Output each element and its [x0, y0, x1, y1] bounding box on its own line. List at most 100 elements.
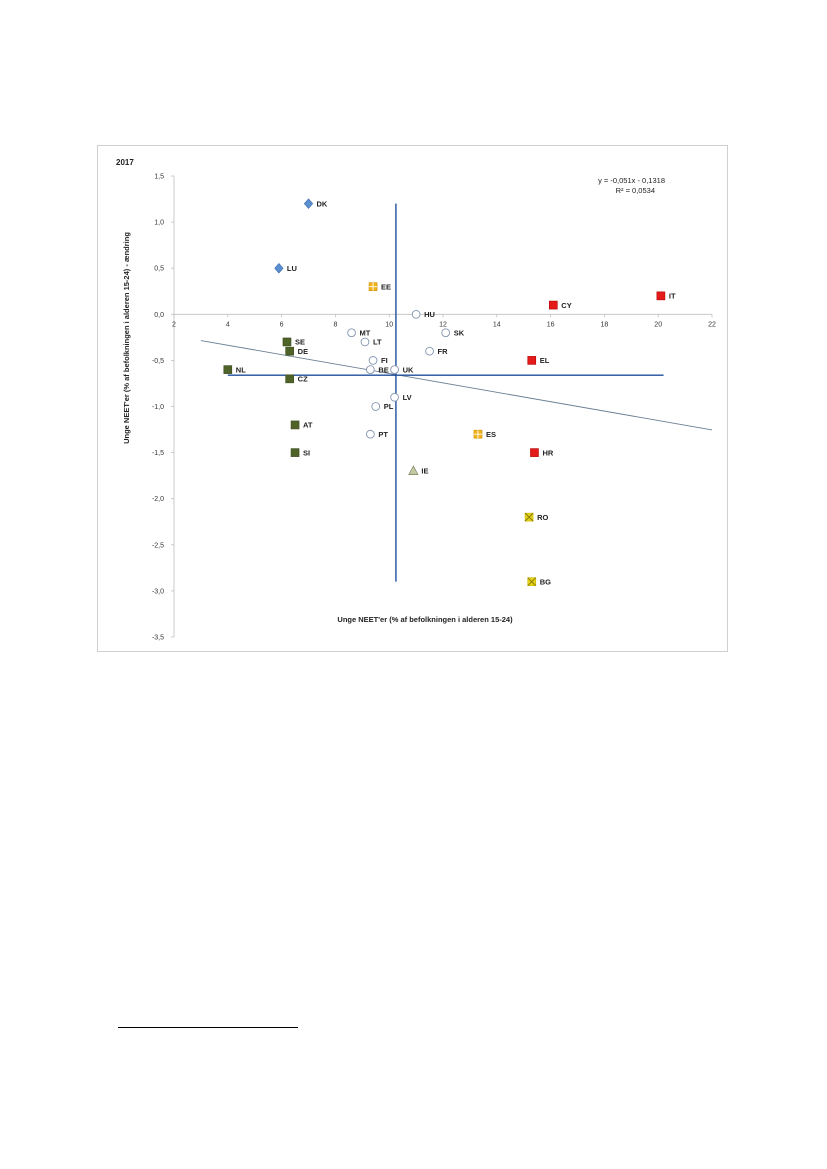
- x-axis-title: Unge NEET'er (% af befolkningen i aldere…: [337, 615, 513, 624]
- data-point-lv: LV: [390, 392, 412, 402]
- marker-plus: [473, 430, 482, 439]
- data-point-ie: IE: [408, 465, 429, 476]
- data-label: DE: [298, 347, 308, 356]
- data-point-pt: PT: [366, 429, 388, 439]
- data-label: EL: [540, 356, 550, 365]
- data-label: RO: [537, 513, 548, 522]
- data-point-mt: MT: [347, 328, 371, 337]
- y-tick-label: -1,5: [152, 450, 164, 457]
- marker-square: [530, 448, 539, 457]
- data-label: LU: [287, 264, 297, 273]
- regression-equation: y = -0,051x - 0,1318: [598, 176, 665, 185]
- x-tick-label: 14: [493, 321, 501, 328]
- y-tick-label: -2,0: [152, 496, 164, 503]
- data-label: HR: [542, 448, 553, 457]
- data-label: PT: [378, 430, 388, 439]
- x-tick-label: 6: [280, 321, 284, 328]
- data-label: LV: [403, 393, 412, 402]
- data-label: BG: [540, 577, 551, 586]
- data-label: HU: [424, 310, 435, 319]
- data-label: BE: [378, 365, 388, 374]
- marker-square: [285, 374, 294, 384]
- data-point-sk: SK: [441, 328, 465, 338]
- marker-square: [223, 365, 233, 374]
- data-point-hr: HR: [530, 448, 554, 457]
- chart-title: 2017: [116, 158, 134, 167]
- data-point-dk: DK: [303, 198, 328, 209]
- data-point-at: AT: [290, 420, 313, 430]
- x-tick-label: 20: [654, 321, 662, 328]
- footnote-separator: [118, 1027, 298, 1028]
- data-label: LT: [373, 338, 382, 347]
- data-label: IT: [669, 292, 676, 301]
- data-label: SI: [303, 448, 310, 457]
- data-point-si: SI: [290, 448, 310, 457]
- y-tick-label: -0,5: [152, 358, 164, 365]
- data-label: CY: [561, 301, 571, 310]
- marker-circle: [368, 356, 378, 365]
- data-label: FR: [438, 347, 449, 356]
- data-point-lu: LU: [274, 262, 297, 274]
- data-point-cz: CZ: [285, 374, 308, 384]
- x-tick-label: 22: [708, 321, 716, 328]
- marker-circle: [366, 429, 375, 439]
- y-tick-label: 0,5: [154, 266, 164, 273]
- data-point-el: EL: [527, 356, 550, 365]
- marker-circle: [366, 365, 375, 374]
- marker-circle: [411, 309, 421, 319]
- y-tick-label: 0,0: [154, 312, 164, 319]
- data-point-bg: BG: [527, 577, 551, 587]
- marker-x: [527, 577, 537, 587]
- y-tick-label: -3,0: [152, 588, 164, 595]
- marker-diamond: [274, 262, 284, 274]
- data-label: NL: [236, 365, 246, 374]
- data-point-cy: CY: [548, 300, 572, 310]
- marker-circle: [390, 365, 399, 374]
- data-label: DK: [317, 199, 328, 208]
- x-tick-label: 4: [226, 321, 230, 328]
- marker-circle: [425, 346, 434, 356]
- y-tick-label: 1,0: [154, 220, 164, 227]
- y-tick-label: 1,5: [154, 174, 164, 181]
- data-point-it: IT: [656, 292, 676, 301]
- x-tick-label: 2: [172, 321, 176, 328]
- data-point-ro: RO: [524, 512, 548, 522]
- y-tick-label: -1,0: [152, 404, 164, 411]
- marker-circle: [390, 392, 399, 402]
- marker-triangle: [408, 465, 419, 475]
- x-tick-label: 12: [439, 321, 447, 328]
- y-tick-label: -3,5: [152, 635, 164, 642]
- data-label: IE: [421, 467, 428, 476]
- data-point-uk: UK: [390, 365, 414, 374]
- data-label: UK: [403, 365, 414, 374]
- data-point-hu: HU: [411, 309, 435, 319]
- marker-plus: [369, 282, 378, 291]
- data-label: MT: [360, 328, 371, 337]
- marker-diamond: [303, 198, 314, 209]
- marker-square: [290, 448, 300, 457]
- marker-circle: [360, 337, 370, 347]
- marker-square: [527, 356, 537, 365]
- marker-square: [285, 346, 294, 356]
- scatter-chart: 2017 y = -0,051x - 0,1318 R² = 0,0534 1,…: [116, 158, 716, 642]
- data-point-fr: FR: [425, 346, 449, 356]
- marker-square: [290, 420, 300, 430]
- data-label: PL: [384, 402, 394, 411]
- y-axis-title: Unge NEET'er (% af befolkningen i aldere…: [122, 232, 131, 444]
- data-label: CZ: [298, 375, 308, 384]
- data-point-be: BE: [366, 365, 389, 374]
- data-label: SE: [295, 338, 305, 347]
- data-point-de: DE: [285, 346, 308, 356]
- marker-x: [524, 512, 534, 522]
- x-tick-label: 16: [547, 321, 555, 328]
- x-tick-label: 8: [333, 321, 337, 328]
- marker-circle: [441, 328, 451, 338]
- y-tick-label: -2,5: [152, 542, 164, 549]
- data-label: AT: [303, 421, 313, 430]
- chart-frame: 2017 y = -0,051x - 0,1318 R² = 0,0534 1,…: [97, 145, 728, 652]
- data-point-es: ES: [473, 430, 496, 439]
- data-label: EE: [381, 282, 391, 291]
- marker-circle: [371, 402, 381, 411]
- data-point-se: SE: [282, 338, 305, 347]
- marker-square: [548, 300, 558, 310]
